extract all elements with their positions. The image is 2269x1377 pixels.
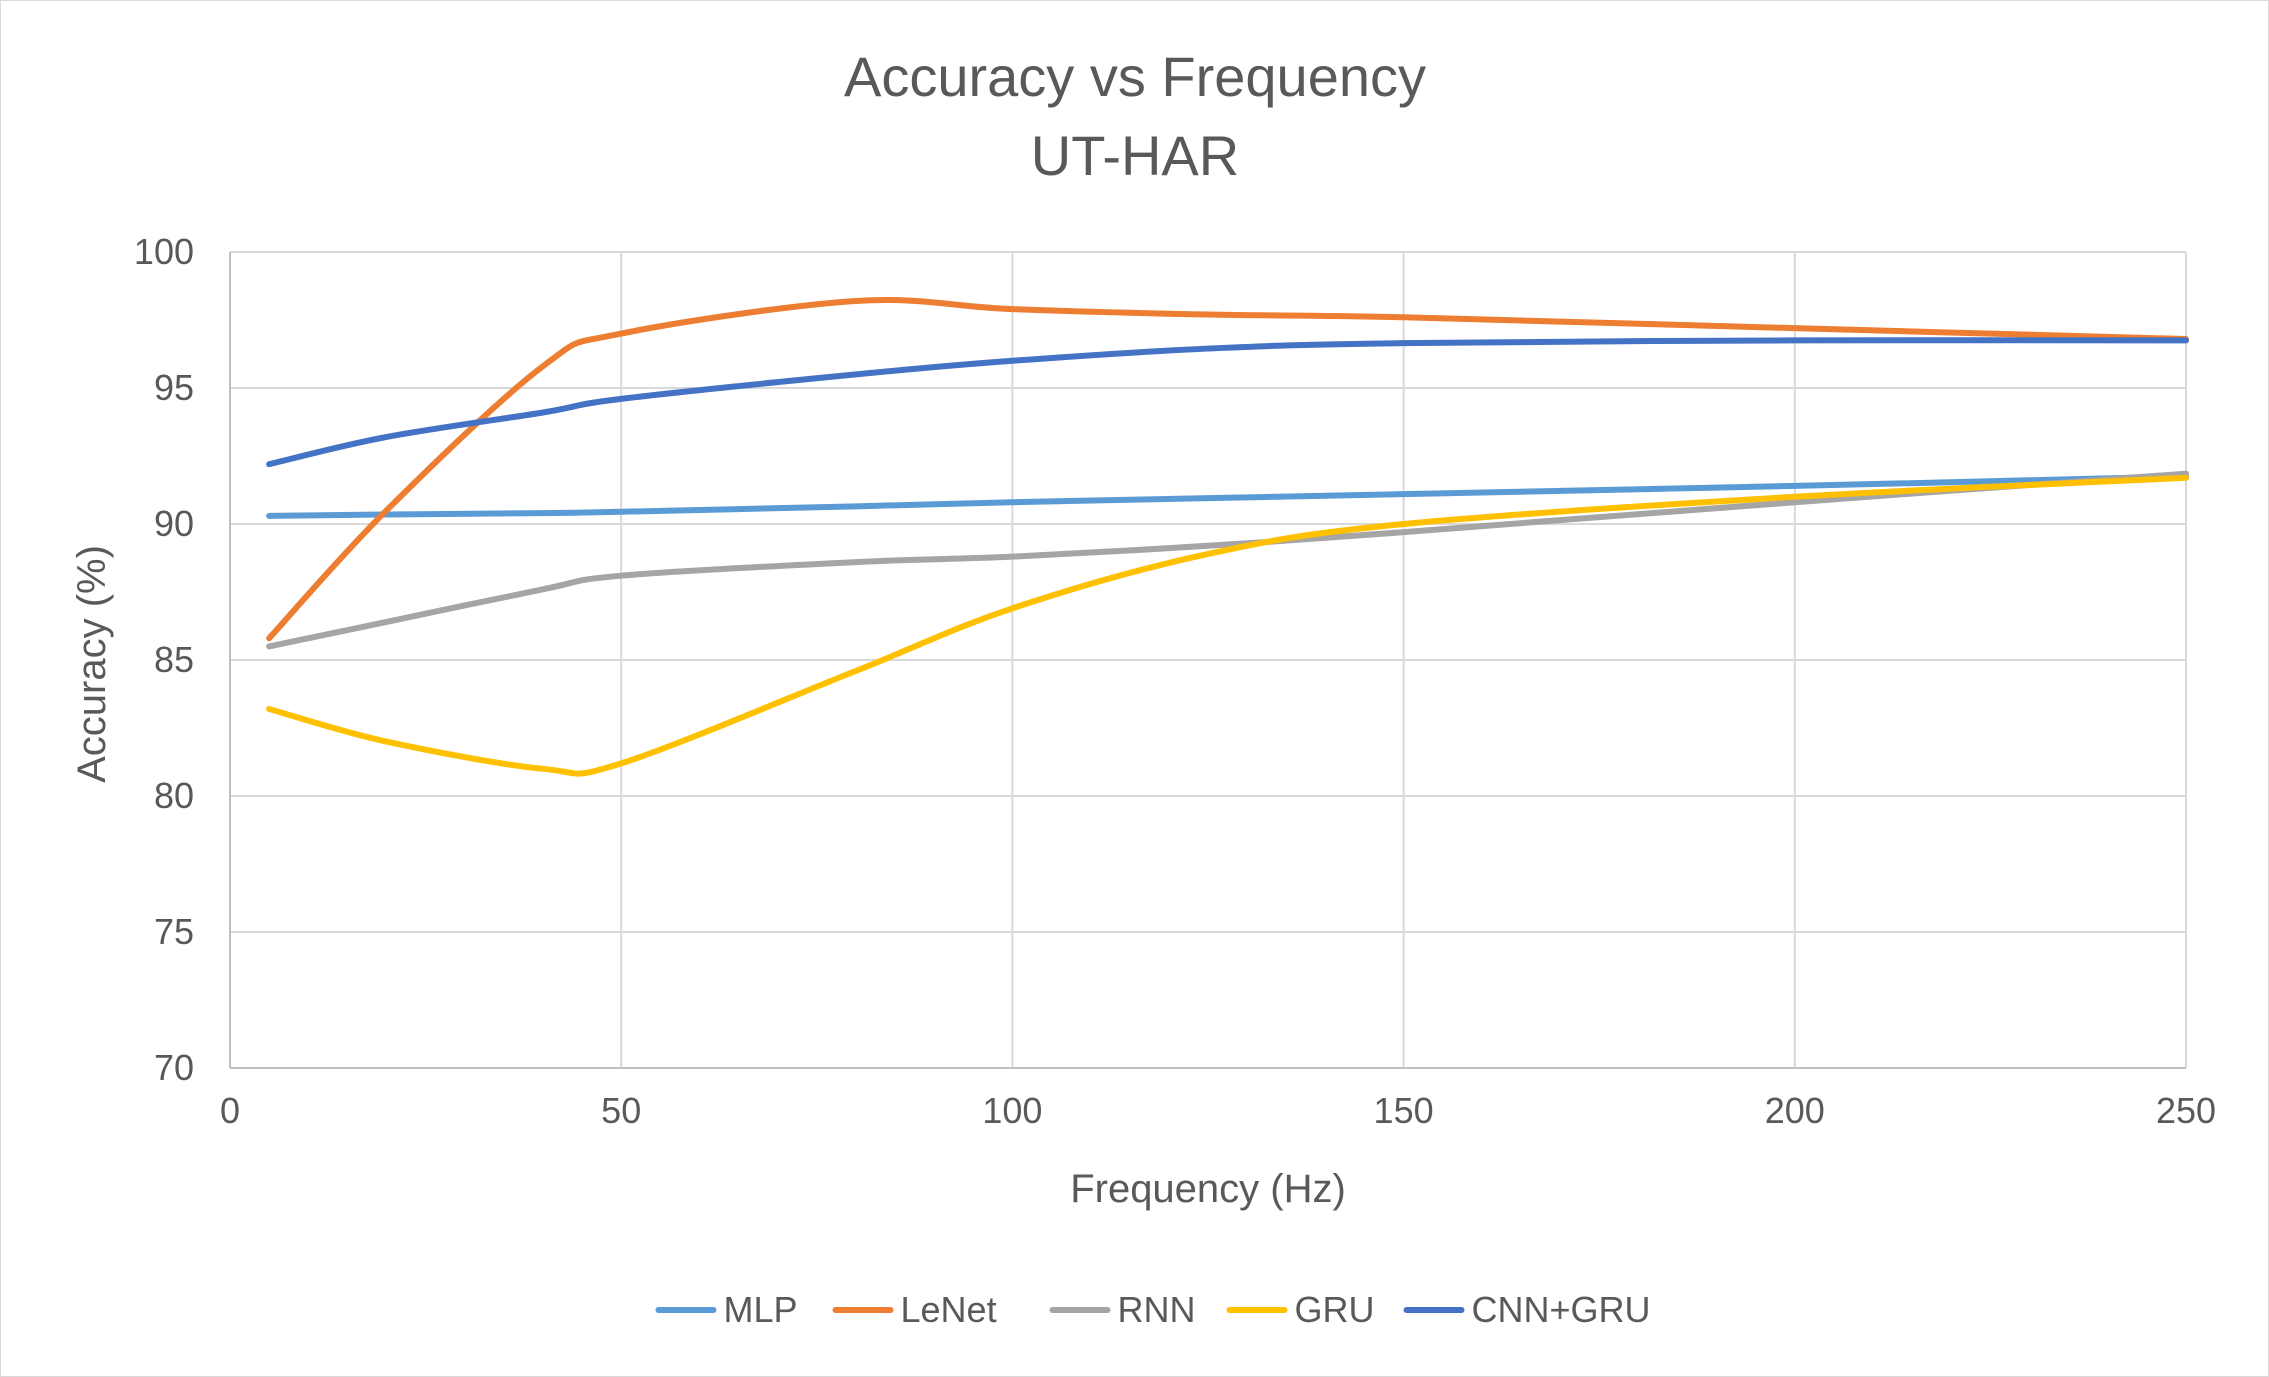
y-tick-label: 90 (154, 503, 194, 544)
series-line-cnn-gru (266, 337, 2189, 468)
series-line-mlp (266, 473, 2189, 519)
axes (229, 252, 2186, 1069)
x-tick-label: 0 (220, 1090, 240, 1131)
y-tick-label: 85 (154, 639, 194, 680)
y-axis-title: Accuracy (%) (70, 545, 114, 783)
legend-label: GRU (1295, 1289, 1375, 1330)
legend-label: LeNet (901, 1289, 997, 1330)
x-tick-label: 50 (601, 1090, 641, 1131)
y-tick-label: 75 (154, 911, 194, 952)
tick-labels: 70 75 80 85 90 95 100 0 50 100 150 200 250 (134, 231, 2216, 1131)
y-tick-label: 80 (154, 775, 194, 816)
chart-subtitle: UT-HAR (1031, 124, 1239, 187)
x-tick-label: 150 (1374, 1090, 1434, 1131)
legend-item-rnn: RNN (1049, 1289, 1196, 1330)
legend-item-lenet: LeNet (832, 1289, 997, 1330)
legend-item-gru: GRU (1226, 1289, 1375, 1330)
x-axis-title: Frequency (Hz) (1070, 1167, 1346, 1211)
legend-item-mlp: MLP (655, 1289, 798, 1330)
y-tick-label: 95 (154, 367, 194, 408)
series-line-lenet (266, 296, 2189, 642)
legend-item-cnn-gru: CNN+GRU (1403, 1289, 1651, 1330)
series-line-rnn (266, 470, 2189, 650)
legend-label: CNN+GRU (1472, 1289, 1651, 1330)
x-tick-label: 250 (2156, 1090, 2216, 1131)
x-tick-label: 100 (982, 1090, 1042, 1131)
chart-title: Accuracy vs Frequency (844, 45, 1426, 108)
legend: MLP LeNet RNN GRU CNN+GRU (655, 1289, 1651, 1330)
y-tick-label: 70 (154, 1047, 194, 1088)
x-tick-label: 200 (1765, 1090, 1825, 1131)
gridlines (229, 251, 2187, 1069)
series-line-gru (266, 474, 2189, 777)
series-lines (266, 296, 2189, 777)
legend-label: RNN (1118, 1289, 1196, 1330)
y-tick-label: 100 (134, 231, 194, 272)
legend-label: MLP (724, 1289, 798, 1330)
